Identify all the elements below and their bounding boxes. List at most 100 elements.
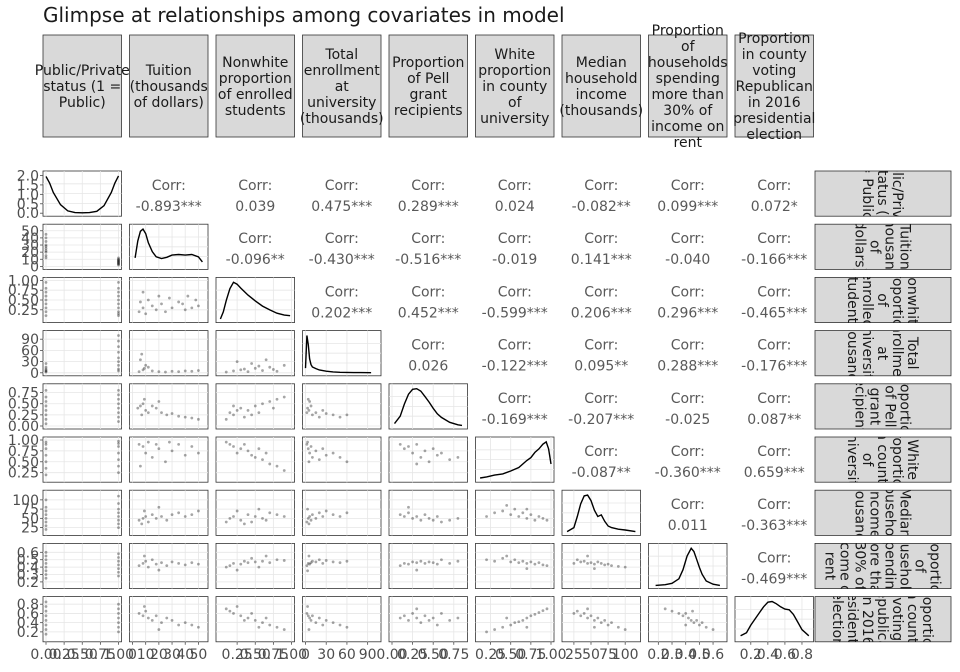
scatter-point <box>456 456 460 459</box>
scatter-point <box>306 397 310 401</box>
right-strip-label: Medianhouseholdincome(thousands) <box>852 471 913 555</box>
panel-r3-c0 <box>42 330 122 377</box>
scatter-point <box>275 625 279 629</box>
scatter-point <box>309 404 313 408</box>
scatter-point <box>314 516 318 520</box>
scatter-point <box>407 618 410 622</box>
scatter-point <box>407 562 410 566</box>
corr-value: 0.206*** <box>571 305 632 321</box>
panel-r0-c6: Corr: -0.082** <box>572 178 631 215</box>
scatter-point <box>140 352 144 356</box>
scatter-point <box>157 447 161 451</box>
scatter-point <box>509 560 513 564</box>
y-tick-label: 0.8 <box>17 597 39 613</box>
scatter-point <box>306 569 309 573</box>
y-tick-label: 0.00 <box>8 419 39 435</box>
panel-r4-c6: Corr: -0.207*** <box>568 391 634 428</box>
x-tick-label: 0 <box>301 647 310 663</box>
scatter-point <box>537 561 541 565</box>
scatter-point <box>117 451 120 455</box>
scatter-point <box>695 618 699 622</box>
scatter-point <box>117 260 120 263</box>
panel-r0-c7: Corr: 0.099*** <box>657 178 718 215</box>
scatter-point <box>150 304 154 308</box>
scatter-point <box>306 605 309 608</box>
scatter-point <box>165 413 169 417</box>
top-strip-0: Public/Private status (1 = Public) <box>35 34 130 138</box>
scatter-point <box>398 564 402 568</box>
y-tick-label: 0.25 <box>8 408 39 424</box>
corr-value: -0.465*** <box>741 305 807 321</box>
scatter-point <box>423 513 427 517</box>
scatter-point <box>257 507 261 511</box>
panel-r5-c7: Corr: -0.360*** <box>655 444 721 481</box>
right-strip-background <box>814 383 952 430</box>
scatter-point <box>183 515 187 518</box>
scatter-point <box>282 515 286 518</box>
right-strip-2: Nonwhiteproportionofenrolledstudents <box>814 264 952 337</box>
scatter-point <box>144 609 148 613</box>
scatter-point <box>44 286 48 290</box>
corr-value: 0.202*** <box>311 305 372 321</box>
panel-r3-c5: Corr: -0.122*** <box>482 338 548 375</box>
scatter-point <box>190 445 194 448</box>
right-strip-label: Nonwhiteproportionofenrolledstudents <box>844 264 920 337</box>
scatter-point <box>157 400 161 403</box>
scatter-point <box>261 621 264 625</box>
top-strip-label: Public/Private status (1 = Public) <box>35 63 130 111</box>
scatter-point <box>670 609 674 613</box>
corr-value: -0.430*** <box>309 252 375 268</box>
scatter-point <box>117 518 120 522</box>
y-tick-label: 0 <box>30 366 39 382</box>
scatter-point <box>317 558 321 562</box>
right-strip-label: Proportionin countyvotingRepublicanin 20… <box>829 578 935 660</box>
scatter-point <box>345 460 349 464</box>
y-tick-label: 0.4 <box>17 560 39 576</box>
y-tick-label: 0.2 <box>17 575 39 591</box>
scatter-point <box>306 614 310 618</box>
corr-label: Corr: <box>584 231 618 247</box>
scatter-point <box>239 562 243 566</box>
x-tick-label: 100 <box>612 647 639 663</box>
top-strip-background <box>475 34 555 138</box>
scatter-point <box>44 520 48 524</box>
scatter-point <box>407 505 410 509</box>
panel-r3-c1 <box>129 330 209 377</box>
right-strip-7: Proportionofhouseholdsspendingmore than3… <box>814 543 952 590</box>
scatter-point <box>415 515 419 518</box>
scatter-point <box>44 600 48 604</box>
scatter-point <box>268 400 272 403</box>
corr-value: 0.288*** <box>657 359 718 375</box>
scatter-point <box>117 339 120 343</box>
scatter-point <box>261 516 264 520</box>
scatter-point <box>44 573 48 576</box>
scatter-point <box>419 559 423 563</box>
scatter-point <box>44 509 48 513</box>
scatter-point <box>157 568 161 572</box>
y-tick-label: 0.50 <box>8 397 39 413</box>
scatter-point <box>186 294 190 298</box>
panel-r7-c0 <box>42 543 122 590</box>
scatter-point <box>275 369 279 373</box>
scatter-point <box>183 415 187 419</box>
scatter-point <box>242 559 246 563</box>
scatter-point <box>117 494 120 498</box>
scatter-point <box>44 550 48 554</box>
scatter-point <box>224 565 228 569</box>
scatter-point <box>338 623 342 627</box>
scatter-point <box>307 409 311 412</box>
x-tick-label: 0.75 <box>258 647 289 663</box>
top-strip-2: Nonwhite proportion of enrolled students <box>215 34 295 138</box>
scatter-point <box>44 562 48 565</box>
scatter-point <box>117 526 120 529</box>
scatter-point <box>606 623 610 627</box>
scatter-point <box>275 558 279 562</box>
scatter-point <box>415 462 419 466</box>
top-strip-label: Nonwhite proportion of enrolled students <box>218 55 293 119</box>
y-tick-label: 10 <box>21 252 39 268</box>
scatter-point <box>117 402 120 406</box>
scatter-point <box>190 369 194 373</box>
scatter-point <box>271 368 275 371</box>
right-strip-label: Proportionof Pellgrantrecipients <box>852 370 913 442</box>
panel-grid: Corr:-0.893***Corr:0.039Corr:0.475***Cor… <box>42 170 814 643</box>
